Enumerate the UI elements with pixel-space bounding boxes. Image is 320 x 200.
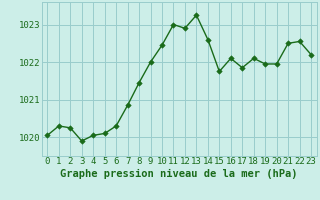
X-axis label: Graphe pression niveau de la mer (hPa): Graphe pression niveau de la mer (hPa) <box>60 169 298 179</box>
